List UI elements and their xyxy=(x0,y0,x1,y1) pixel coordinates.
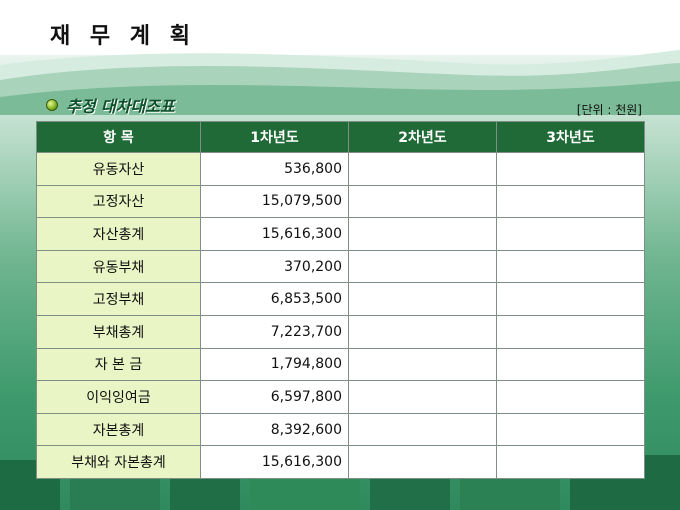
slide-subtitle: 추정 대차대조표 xyxy=(66,97,175,116)
row-item: 부채와 자본총계 xyxy=(36,445,201,479)
row-year-1: 8,392,600 xyxy=(200,412,349,447)
table-row: 부채와 자본총계 15,616,300 xyxy=(36,445,645,479)
row-year-3 xyxy=(496,412,645,447)
table-row: 유동부채 370,200 xyxy=(36,249,645,284)
green-ball-bullet-icon xyxy=(46,99,58,111)
table-row: 유동자산 536,800 xyxy=(36,152,645,186)
row-year-3 xyxy=(496,347,645,382)
table-row: 자본총계 8,392,600 xyxy=(36,412,645,447)
row-year-1: 1,794,800 xyxy=(200,347,349,382)
row-year-2 xyxy=(348,314,497,349)
row-year-1: 15,616,300 xyxy=(200,445,349,479)
row-year-3 xyxy=(496,282,645,316)
table-row: 고정부채 6,853,500 xyxy=(36,282,645,316)
row-year-2 xyxy=(348,249,497,284)
row-year-2 xyxy=(348,380,497,414)
table-row: 이익잉여금 6,597,800 xyxy=(36,380,645,414)
row-year-3 xyxy=(496,314,645,349)
header-item: 항 목 xyxy=(36,121,201,153)
row-item: 고정부채 xyxy=(36,282,201,316)
row-year-3 xyxy=(496,217,645,251)
table-row: 자산총계 15,616,300 xyxy=(36,217,645,251)
row-item: 이익잉여금 xyxy=(36,380,201,414)
slide-title: 재 무 계 획 xyxy=(50,24,196,49)
row-year-1: 370,200 xyxy=(200,249,349,284)
unit-label: [단위 : 천원] xyxy=(576,103,642,117)
row-year-1: 536,800 xyxy=(200,152,349,186)
table-row: 고정자산 15,079,500 xyxy=(36,184,645,219)
row-year-3 xyxy=(496,445,645,479)
header-year-1: 1차년도 xyxy=(200,121,349,153)
row-year-2 xyxy=(348,152,497,186)
row-year-2 xyxy=(348,184,497,219)
row-year-2 xyxy=(348,217,497,251)
row-item: 고정자산 xyxy=(36,184,201,219)
row-item: 자 본 금 xyxy=(36,347,201,382)
row-year-1: 15,616,300 xyxy=(200,217,349,251)
row-year-2 xyxy=(348,412,497,447)
row-year-1: 15,079,500 xyxy=(200,184,349,219)
row-year-2 xyxy=(348,445,497,479)
row-year-2 xyxy=(348,347,497,382)
row-year-1: 6,597,800 xyxy=(200,380,349,414)
row-item: 부채총계 xyxy=(36,314,201,349)
subtitle-row: 추정 대차대조표 xyxy=(46,93,175,117)
header-year-2: 2차년도 xyxy=(348,121,497,153)
table-header-row: 항 목 1차년도 2차년도 3차년도 xyxy=(36,121,645,153)
row-item: 유동부채 xyxy=(36,249,201,284)
row-year-3 xyxy=(496,249,645,284)
table-row: 부채총계 7,223,700 xyxy=(36,314,645,349)
row-year-3 xyxy=(496,152,645,186)
table-row: 자 본 금 1,794,800 xyxy=(36,347,645,382)
slide-top-band xyxy=(0,0,680,60)
row-year-2 xyxy=(348,282,497,316)
row-year-1: 6,853,500 xyxy=(200,282,349,316)
row-year-3 xyxy=(496,184,645,219)
background-wave xyxy=(0,50,680,115)
balance-sheet-table: 항 목 1차년도 2차년도 3차년도 유동자산 536,800 고정자산 15,… xyxy=(36,121,645,479)
row-item: 유동자산 xyxy=(36,152,201,186)
row-item: 자산총계 xyxy=(36,217,201,251)
row-year-3 xyxy=(496,380,645,414)
row-item: 자본총계 xyxy=(36,412,201,447)
header-year-3: 3차년도 xyxy=(496,121,645,153)
row-year-1: 7,223,700 xyxy=(200,314,349,349)
